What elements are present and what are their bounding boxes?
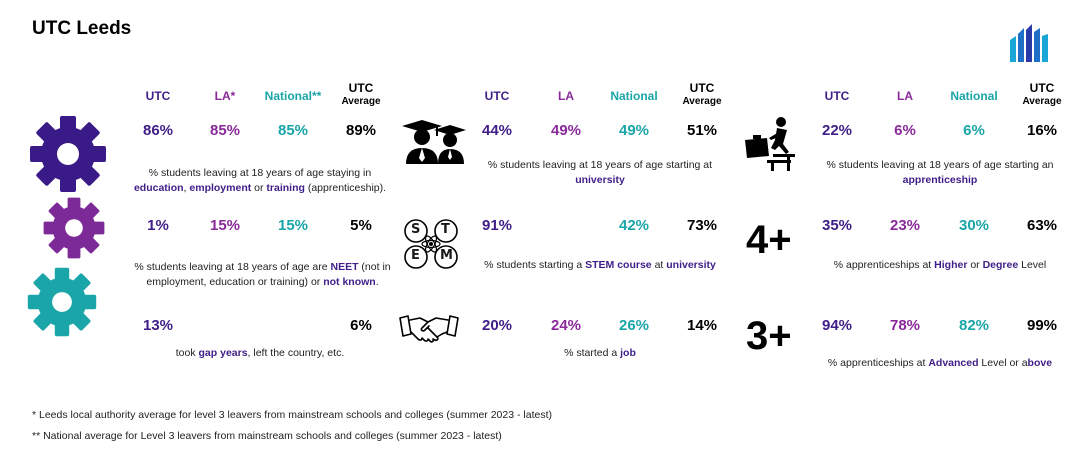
c2r3-la: 24% xyxy=(550,317,582,334)
page-title: UTC Leeds xyxy=(32,18,132,39)
graduates-icon xyxy=(400,118,468,164)
c3r2-national: 30% xyxy=(958,217,990,234)
c1r2-la: 15% xyxy=(209,217,241,234)
footnote-la: * Leeds local authority average for leve… xyxy=(32,409,552,421)
c2r2-average: 73% xyxy=(686,217,718,234)
c3r2-la: 23% xyxy=(889,217,921,234)
header-la: LA xyxy=(558,89,574,103)
c1r1-national: 85% xyxy=(277,122,309,139)
c2r1-national: 49% xyxy=(618,122,650,139)
stem-letter-e: E xyxy=(411,248,420,263)
c3r1-description: % students leaving at 18 years of age st… xyxy=(826,159,1054,186)
footnote-national: ** National average for Level 3 leavers … xyxy=(32,430,502,442)
header-utc: UTC xyxy=(824,89,850,103)
c3r2-average: 63% xyxy=(1026,217,1058,234)
header-la: LA* xyxy=(214,89,236,103)
c2r1-utc: 44% xyxy=(481,122,513,139)
c1r1-description: % students leaving at 18 years of age st… xyxy=(133,167,387,194)
header-national: National** xyxy=(264,89,322,103)
c1r2-description: % students leaving at 18 years of age ar… xyxy=(134,261,391,288)
c3r1-national: 6% xyxy=(963,122,985,139)
c3r3-national: 82% xyxy=(958,317,990,334)
c2r1-average: 51% xyxy=(686,122,718,139)
c2r2-national: 42% xyxy=(618,217,650,234)
c2r2-utc: 91% xyxy=(481,217,513,234)
c3r3-utc: 94% xyxy=(821,317,853,334)
header-average: UTC Average xyxy=(1022,81,1062,108)
stem-icon: S T E M xyxy=(401,218,461,270)
c1r3-description: took gap years, left the country, etc. xyxy=(175,347,345,359)
handshake-icon xyxy=(398,312,460,348)
c2r3-average: 14% xyxy=(686,317,718,334)
c2r3-description: % started a job xyxy=(564,347,636,359)
gear-icon xyxy=(28,114,108,194)
level-3-plus: 3+ xyxy=(746,314,792,358)
header-la: LA xyxy=(897,89,913,103)
c3r1-la: 6% xyxy=(894,122,916,139)
c1r1-la: 85% xyxy=(209,122,241,139)
c2r3-utc: 20% xyxy=(481,317,513,334)
c3r3-description: % apprenticeships at Advanced Level or a… xyxy=(827,357,1053,369)
header-average: UTC Average xyxy=(682,81,722,108)
c1r2-national: 15% xyxy=(277,217,309,234)
c3r3-la: 78% xyxy=(889,317,921,334)
header-average: UTC Average xyxy=(341,81,381,108)
apprentice-icon xyxy=(743,116,803,172)
gear-icon xyxy=(42,196,106,260)
c1r3-average: 6% xyxy=(350,317,372,334)
c1r1-utc: 86% xyxy=(142,122,174,139)
gear-icon xyxy=(26,266,98,338)
c3r2-description: % apprenticeships at Higher or Degree Le… xyxy=(833,259,1047,271)
c2r1-la: 49% xyxy=(550,122,582,139)
c3r2-utc: 35% xyxy=(821,217,853,234)
c3r1-utc: 22% xyxy=(821,122,853,139)
c1r2-utc: 1% xyxy=(147,217,169,234)
c1r1-average: 89% xyxy=(345,122,377,139)
stem-letter-m: M xyxy=(440,248,453,263)
header-utc: UTC xyxy=(484,89,510,103)
header-utc: UTC xyxy=(145,89,171,103)
c1r2-average: 5% xyxy=(350,217,372,234)
stem-letter-t: T xyxy=(441,222,450,237)
c3r1-average: 16% xyxy=(1026,122,1058,139)
c2r2-description: % students starting a STEM course at uni… xyxy=(484,259,716,271)
stem-letter-s: S xyxy=(411,222,421,237)
header-national: National xyxy=(950,89,998,103)
c2r3-national: 26% xyxy=(618,317,650,334)
logo-icon xyxy=(1006,22,1050,64)
c2r1-description: % students leaving at 18 years of age st… xyxy=(487,159,713,186)
level-4-plus: 4+ xyxy=(746,218,792,262)
c1r3-utc: 13% xyxy=(142,317,174,334)
c3r3-average: 99% xyxy=(1026,317,1058,334)
header-national: National xyxy=(610,89,658,103)
